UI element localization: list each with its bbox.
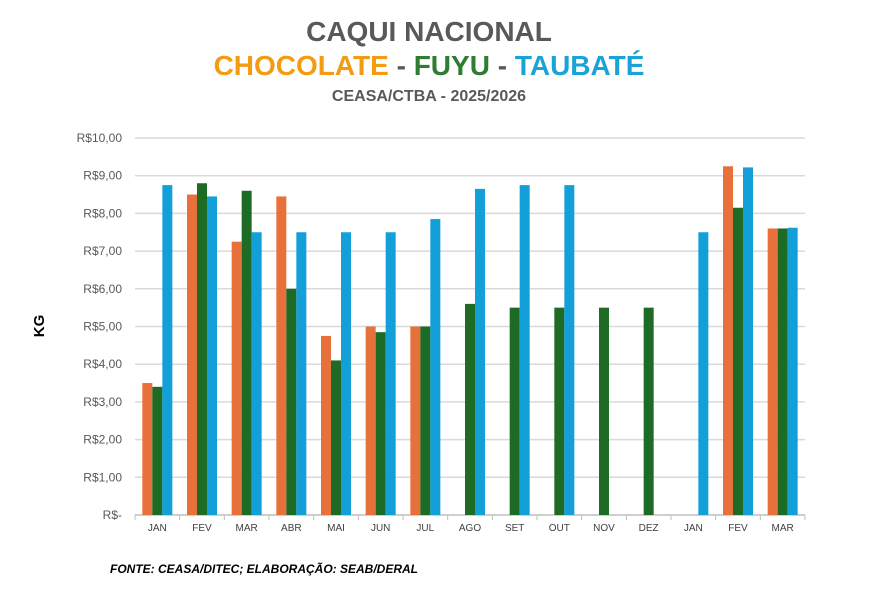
chart-subtitle2: CEASA/CTBA - 2025/2026 — [331, 88, 527, 105]
bar — [241, 190, 252, 515]
chart-title: CAQUI NACIONAL — [306, 16, 552, 47]
bar — [341, 232, 351, 515]
y-tick-label: R$9,00 — [83, 169, 122, 183]
bar — [286, 288, 297, 515]
bar — [430, 219, 441, 515]
bar — [231, 241, 242, 516]
y-tick-label: R$7,00 — [83, 244, 122, 258]
x-tick-label: FEV — [192, 523, 212, 534]
bar — [375, 332, 386, 515]
bar — [296, 232, 307, 515]
y-tick-label: R$1,00 — [83, 470, 122, 484]
chart-subtitle: CHOCOLATE - FUYU - TAUBATÉ — [0, 50, 858, 82]
x-tick-label: DEZ — [639, 523, 659, 534]
bar — [365, 326, 376, 515]
x-tick-label: JUL — [416, 523, 434, 534]
bar — [187, 194, 197, 516]
bar — [777, 228, 788, 516]
bar — [643, 307, 654, 515]
y-axis-label: KG — [31, 315, 48, 338]
bar — [743, 167, 753, 515]
bar — [733, 207, 743, 515]
bar — [410, 326, 421, 515]
bar — [509, 307, 520, 515]
y-tick-label: R$6,00 — [83, 282, 122, 296]
x-tick-label: JAN — [148, 523, 167, 534]
bar — [385, 232, 396, 515]
x-tick-label: MAI — [327, 523, 345, 534]
y-tick-label: R$10,00 — [77, 131, 123, 145]
subtitle-fuyu: FUYU — [413, 50, 490, 81]
bar — [767, 228, 778, 516]
bar — [723, 166, 733, 515]
y-tick-label: R$5,00 — [83, 320, 122, 334]
x-tick-label: NOV — [593, 523, 615, 534]
y-tick-label: R$2,00 — [83, 433, 122, 447]
subtitle-sep: - — [489, 50, 515, 81]
bar — [420, 326, 431, 515]
bar — [599, 307, 609, 515]
source-note: FONTE: CEASA/DITEC; ELABORAÇÃO: SEAB/DER… — [110, 562, 418, 576]
x-tick-label: MAR — [236, 523, 258, 534]
x-tick-label: JUN — [371, 523, 390, 534]
x-tick-label: JAN — [684, 523, 703, 534]
bar — [698, 232, 709, 515]
bar — [475, 188, 485, 515]
x-tick-label: ABR — [281, 523, 302, 534]
bar — [162, 185, 173, 515]
y-tick-label: R$4,00 — [83, 357, 122, 371]
bar — [331, 360, 341, 515]
bar — [787, 227, 798, 515]
subtitle-chocolate: CHOCOLATE — [213, 50, 389, 81]
subtitle-sep: - — [388, 50, 414, 81]
bar — [554, 307, 565, 515]
bar — [251, 232, 262, 515]
y-tick-label: R$- — [103, 508, 122, 522]
x-tick-label: OUT — [549, 523, 570, 534]
bar — [152, 386, 163, 515]
x-tick-label: MAR — [772, 523, 794, 534]
bar — [564, 185, 575, 515]
bar — [142, 383, 153, 515]
y-tick-label: R$3,00 — [83, 395, 122, 409]
x-tick-label: SET — [505, 523, 524, 534]
x-tick-label: AGO — [459, 523, 481, 534]
x-tick-label: FEV — [728, 523, 748, 534]
bar — [207, 196, 217, 515]
bar — [465, 303, 475, 515]
bar — [197, 183, 207, 516]
bar — [519, 185, 530, 515]
bar — [321, 335, 331, 515]
y-tick-label: R$8,00 — [83, 206, 122, 220]
bar — [276, 196, 287, 515]
subtitle-taubate: TAUBATÉ — [514, 50, 645, 81]
